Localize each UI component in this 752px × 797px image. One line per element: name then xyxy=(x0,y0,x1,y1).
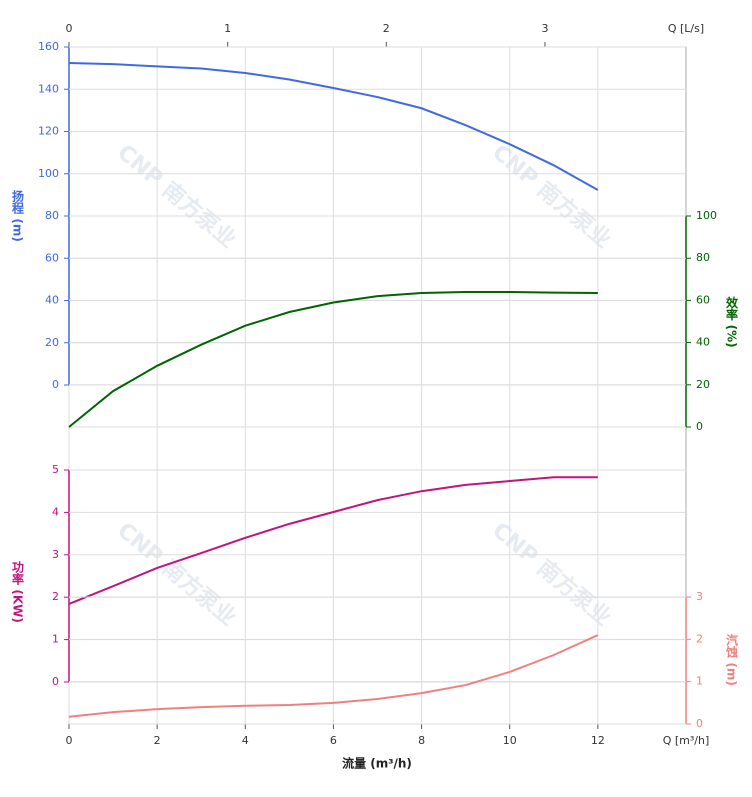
y-tick-label: 120 xyxy=(38,125,59,138)
y-tick-label: 160 xyxy=(38,40,59,53)
y-tick-label: 140 xyxy=(38,82,59,95)
x2-tick-label: 2 xyxy=(383,22,390,35)
y-tick-label: 5 xyxy=(52,463,59,476)
y-tick-label: 0 xyxy=(52,378,59,391)
y-tick-label: 1 xyxy=(696,675,703,688)
watermark: CNP 南方泵业 xyxy=(112,139,241,253)
y-axis-title: 扬程 (m) xyxy=(11,189,25,242)
x-tick-label: 10 xyxy=(503,734,517,747)
x2-tick-label: 1 xyxy=(224,22,231,35)
curve xyxy=(68,62,599,191)
curve xyxy=(68,476,598,605)
watermark: CNP 南方泵业 xyxy=(112,517,241,631)
curve xyxy=(68,634,599,718)
curve xyxy=(68,290,598,428)
y-tick-label: 20 xyxy=(696,378,710,391)
x-tick-label: 6 xyxy=(330,734,337,747)
y-tick-label: 80 xyxy=(696,251,710,264)
y-tick-label: 40 xyxy=(696,336,710,349)
y-tick-label: 40 xyxy=(45,294,59,307)
watermark: CNP 南方泵业 xyxy=(487,517,616,631)
y-tick-label: 60 xyxy=(45,251,59,264)
x-tick-label: 2 xyxy=(154,734,161,747)
x-tick-label: 12 xyxy=(591,734,605,747)
x-tick-label: 8 xyxy=(418,734,425,747)
y-axis-title: 汽蚀 (m) xyxy=(725,633,739,686)
x2-tick-label: 3 xyxy=(541,22,548,35)
x2-tick-label: 0 xyxy=(66,22,73,35)
x-tick-label: 0 xyxy=(66,734,73,747)
y-axis-title: 效率 (%) xyxy=(725,295,739,348)
y-tick-label: 4 xyxy=(52,505,59,518)
y-tick-label: 3 xyxy=(696,590,703,603)
y-tick-label: 100 xyxy=(696,209,717,222)
y-axis-title: 功率 (KW) xyxy=(11,560,25,623)
y-tick-label: 2 xyxy=(52,590,59,603)
x-unit-label: Q [m³/h] xyxy=(663,734,710,747)
y-tick-label: 2 xyxy=(696,632,703,645)
y-tick-label: 0 xyxy=(52,675,59,688)
y-tick-label: 80 xyxy=(45,209,59,222)
x-axis-title: 流量 (m³/h) xyxy=(342,756,412,771)
y-tick-label: 20 xyxy=(45,336,59,349)
y-tick-label: 3 xyxy=(52,548,59,561)
watermark: CNP 南方泵业 xyxy=(487,139,616,253)
y-tick-label: 60 xyxy=(696,293,710,306)
y-tick-label: 1 xyxy=(52,633,59,646)
y-tick-label: 100 xyxy=(38,167,59,180)
y-tick-label: 0 xyxy=(696,420,703,433)
x2-unit-label: Q [L/s] xyxy=(668,22,704,35)
x-tick-label: 4 xyxy=(242,734,249,747)
y-tick-label: 0 xyxy=(696,717,703,730)
